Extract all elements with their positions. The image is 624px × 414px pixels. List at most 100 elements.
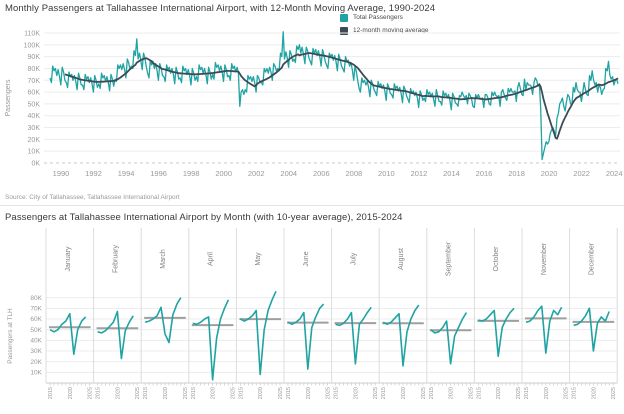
- monthly-panel-line: [49, 312, 87, 355]
- month-label: January: [65, 246, 72, 271]
- year-tick-label: 2015: [572, 387, 578, 399]
- year-tick-label: 2025: [183, 387, 189, 399]
- year-tick-label: 2025: [88, 387, 94, 399]
- month-label: November: [541, 242, 548, 275]
- year-tick-label: 2015: [381, 387, 387, 399]
- bottom-y-tick-label: 80K: [30, 295, 42, 302]
- year-tick-label: 2025: [278, 387, 284, 399]
- year-tick-label: 2015: [48, 387, 54, 399]
- top-x-tick-label: 1996: [150, 169, 167, 178]
- monthly-panel-line: [192, 299, 230, 381]
- monthly-panel-line: [287, 303, 325, 370]
- monthly-panel-line: [144, 297, 182, 344]
- monthly-panel-line: [525, 305, 563, 354]
- top-chart-legend: Total Passengers 12-month moving average: [340, 11, 429, 37]
- bottom-y-tick-label: 50K: [30, 327, 42, 334]
- top-x-tick-label: 2010: [378, 169, 395, 178]
- top-x-tick-label: 2022: [573, 169, 590, 178]
- year-tick-label: 2025: [516, 387, 522, 399]
- top-x-tick-label: 2002: [248, 169, 265, 178]
- top-y-tick-label: 80K: [28, 66, 41, 73]
- year-tick-label: 2015: [334, 387, 340, 399]
- year-tick-label: 2015: [476, 387, 482, 399]
- year-tick-label: 2025: [135, 387, 141, 399]
- monthly-panel-line: [430, 312, 468, 365]
- top-x-tick-label: 1990: [53, 169, 70, 178]
- year-tick-label: 2020: [496, 387, 502, 399]
- top-x-tick-label: 1994: [118, 169, 135, 178]
- top-y-tick-label: 30K: [28, 125, 41, 132]
- top-x-tick-label: 1998: [183, 169, 200, 178]
- year-tick-label: 2020: [258, 387, 264, 399]
- year-tick-label: 2015: [143, 387, 149, 399]
- top-x-tick-label: 2024: [606, 169, 623, 178]
- legend-item-moving-average: 12-month moving average: [340, 24, 429, 37]
- year-tick-label: 2025: [421, 387, 427, 399]
- monthly-panel-line: [573, 307, 610, 352]
- year-tick-label: 2015: [429, 387, 435, 399]
- year-tick-label: 2020: [68, 387, 74, 399]
- year-tick-label: 2025: [373, 387, 379, 399]
- year-tick-label: 2020: [306, 387, 312, 399]
- top-x-tick-label: 2008: [346, 169, 363, 178]
- top-y-tick-label: 10K: [28, 149, 41, 156]
- bottom-y-tick-label: 60K: [30, 316, 42, 323]
- top-x-tick-label: 2018: [508, 169, 525, 178]
- monthly-panel-line: [97, 310, 134, 360]
- month-label: December: [588, 242, 595, 275]
- top-x-tick-label: 1992: [85, 169, 102, 178]
- year-tick-label: 2015: [96, 387, 102, 399]
- source-note: Source: City of Tallahassee, Tallahassee…: [5, 194, 180, 201]
- top-y-tick-label: 70K: [28, 78, 41, 85]
- top-y-tick-label: 40K: [28, 113, 41, 120]
- year-tick-label: 2025: [326, 387, 332, 399]
- top-y-axis-label: Passengers: [5, 79, 12, 116]
- month-label: February: [112, 244, 119, 273]
- moving-average-line: [64, 52, 619, 140]
- bottom-y-tick-label: 70K: [30, 306, 42, 313]
- top-y-tick-label: 50K: [28, 101, 41, 108]
- year-tick-label: 2015: [191, 387, 197, 399]
- month-label: August: [398, 248, 405, 270]
- legend-label: Total Passengers: [353, 14, 403, 21]
- year-tick-label: 2015: [238, 387, 244, 399]
- year-tick-label: 2025: [230, 387, 236, 399]
- top-x-tick-label: 2006: [313, 169, 330, 178]
- total-passengers-swatch-icon: [340, 13, 348, 22]
- year-tick-label: 2015: [286, 387, 292, 399]
- year-tick-label: 2020: [115, 387, 121, 399]
- top-x-tick-label: 2016: [476, 169, 493, 178]
- top-y-tick-label: 100K: [24, 42, 41, 49]
- year-tick-label: 2015: [524, 387, 530, 399]
- top-y-tick-label: 60K: [28, 90, 41, 97]
- month-label: April: [208, 252, 215, 266]
- total-passengers-line: [49, 31, 619, 161]
- year-tick-label: 2020: [211, 387, 217, 399]
- month-label: March: [160, 249, 167, 269]
- top-y-tick-label: 90K: [28, 54, 41, 61]
- bottom-chart-title: Passengers at Tallahassee International …: [5, 212, 403, 223]
- legend-item-total-passengers: Total Passengers: [340, 11, 429, 24]
- year-tick-label: 2020: [163, 387, 169, 399]
- bottom-y-tick-label: 40K: [30, 338, 42, 345]
- month-label: June: [303, 251, 310, 266]
- year-tick-label: 2020: [353, 387, 359, 399]
- month-label: July: [350, 252, 357, 265]
- monthly-panel-line: [335, 306, 372, 365]
- top-x-tick-label: 2014: [443, 169, 460, 178]
- bottom-chart-svg: 10K 20K 30K 40K 50K 60K 70K 80K Passengers at TL…: [7, 228, 618, 399]
- legend-label: 12-month moving average: [353, 27, 429, 34]
- bottom-y-tick-label: 30K: [30, 348, 42, 355]
- monthly-panel-line: [382, 304, 420, 367]
- month-label: September: [446, 241, 453, 276]
- year-tick-label: 2020: [401, 387, 407, 399]
- top-y-tick-label: 0K: [31, 161, 40, 168]
- top-x-tick-label: 2020: [541, 169, 558, 178]
- bottom-y-tick-label: 10K: [30, 370, 42, 377]
- top-chart-title: Monthly Passengers at Tallahassee Intern…: [5, 3, 436, 14]
- section-divider: [0, 205, 624, 206]
- monthly-panel-line: [240, 290, 277, 376]
- moving-average-swatch-icon: [340, 26, 348, 35]
- monthly-panel-line: [478, 307, 515, 358]
